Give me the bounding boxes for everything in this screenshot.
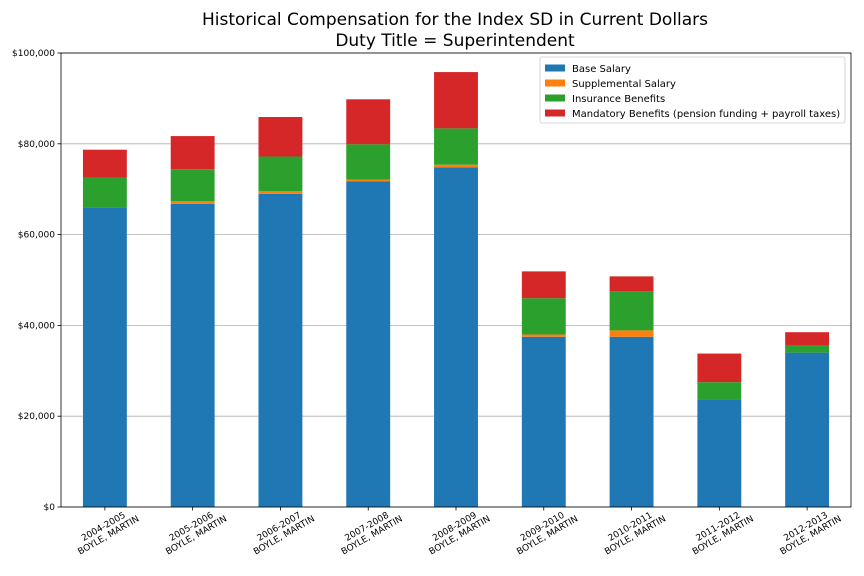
- legend-label: Supplemental Salary: [572, 79, 676, 90]
- bar-segment: [170, 203, 215, 507]
- bars: [82, 72, 830, 508]
- y-tick-label: $60,000: [18, 231, 55, 241]
- legend-box: [539, 56, 846, 124]
- bar-segment: [258, 193, 303, 508]
- bar-segment: [434, 128, 478, 165]
- y-tick-label: $20,000: [18, 412, 55, 422]
- x-tick-label: 2008-2009BOYLE, MARTIN: [423, 506, 493, 558]
- x-tick-label: 2012-2013BOYLE, MARTIN: [774, 506, 844, 558]
- bar-segment: [521, 271, 566, 299]
- bar-segment: [609, 330, 654, 337]
- bar-segment: [82, 177, 127, 208]
- bar-segment: [258, 117, 303, 157]
- x-tick-label: 2009-2010BOYLE, MARTIN: [510, 506, 580, 558]
- x-tick-label: 2004-2005BOYLE, MARTIN: [72, 506, 142, 558]
- y-axis: $0 $20,000 $40,000 $60,000 $80,000 $100,000: [12, 49, 61, 513]
- x-axis: 2004-2005BOYLE, MARTIN 2005-2006BOYLE, MA…: [72, 506, 844, 558]
- x-tick-label: 2005-2006BOYLE, MARTIN: [159, 506, 229, 558]
- bar-segment: [82, 207, 127, 508]
- bar-segment: [346, 99, 391, 145]
- bar-segment: [785, 332, 830, 346]
- bar-segment: [697, 399, 742, 507]
- x-tick-label: 2007-2008BOYLE, MARTIN: [335, 506, 405, 558]
- bar-segment: [785, 345, 830, 353]
- bar-segment: [521, 298, 566, 335]
- chart-subtitle: Duty Title = Superintendent: [335, 31, 575, 51]
- legend-label: Insurance Benefits: [572, 94, 665, 105]
- y-tick-label: $100,000: [12, 49, 55, 59]
- bar-segment: [609, 291, 654, 331]
- bar-segment: [346, 181, 391, 507]
- bar-segment: [258, 191, 303, 194]
- bar-segment: [82, 149, 127, 178]
- y-tick-label: $40,000: [18, 321, 55, 331]
- bar-segment: [170, 136, 215, 170]
- bar-segment: [609, 336, 654, 507]
- legend-swatch: [545, 109, 565, 117]
- legend-swatch: [545, 64, 565, 72]
- bar-segment: [434, 72, 478, 129]
- x-tick-label: 2011-2012BOYLE, MARTIN: [686, 506, 756, 558]
- legend-swatch: [545, 94, 565, 102]
- y-tick-label: $80,000: [18, 140, 55, 150]
- chart-title: Historical Compensation for the Index SD…: [202, 10, 708, 30]
- bar-segment: [170, 201, 215, 204]
- x-tick-label: 2006-2007BOYLE, MARTIN: [247, 506, 317, 558]
- legend-label: Mandatory Benefits (pension funding + pa…: [572, 109, 840, 120]
- bar-segment: [609, 276, 654, 292]
- bar-segment: [521, 336, 566, 507]
- bar-segment: [258, 156, 303, 192]
- bar-segment: [170, 169, 215, 202]
- bar-segment: [697, 382, 742, 400]
- bar-segment: [346, 144, 391, 180]
- bar-segment: [697, 353, 742, 383]
- legend: Base Salary Supplemental Salary Insurance …: [539, 56, 846, 124]
- x-tick-label: 2010-2011BOYLE, MARTIN: [598, 506, 668, 558]
- legend-label: Base Salary: [572, 64, 631, 75]
- bar-segment: [434, 164, 478, 168]
- bar-segment: [346, 179, 391, 182]
- bar-segment: [521, 334, 566, 337]
- bar-segment: [434, 167, 478, 507]
- legend-swatch: [545, 79, 565, 87]
- y-tick-label: $0: [44, 503, 56, 513]
- bar-segment: [785, 352, 830, 507]
